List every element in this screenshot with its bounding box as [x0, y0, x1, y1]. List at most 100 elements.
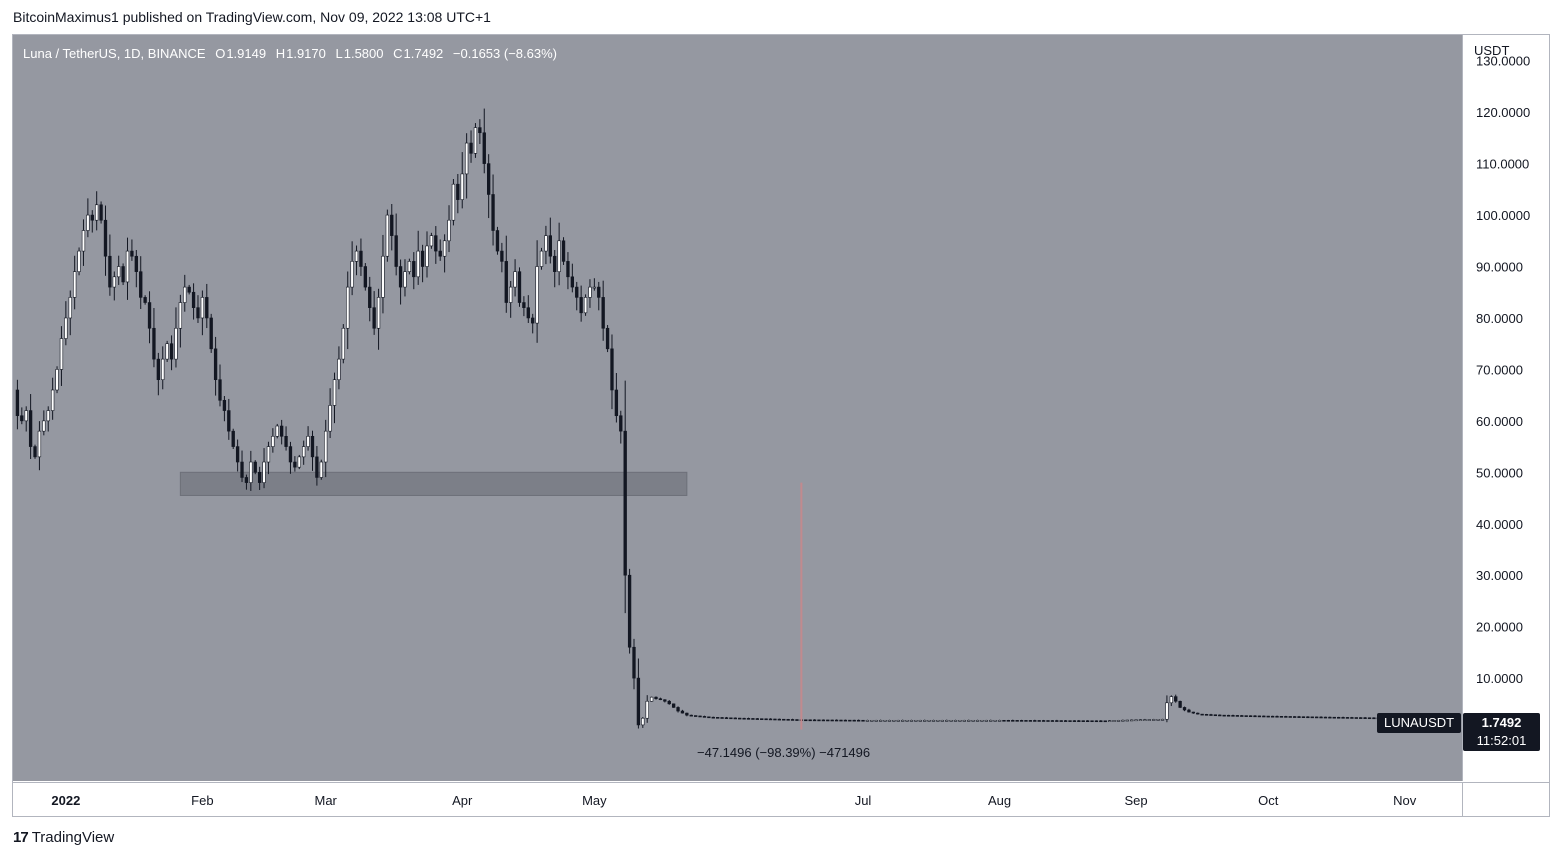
- candle: [332, 372, 337, 424]
- candle: [711, 716, 715, 719]
- candle: [28, 394, 33, 459]
- candle: [698, 715, 702, 718]
- candle: [539, 247, 544, 270]
- candle: [1319, 716, 1323, 719]
- candle: [231, 428, 235, 450]
- candle: [843, 719, 848, 722]
- candle: [297, 454, 301, 470]
- candle: [1015, 720, 1019, 722]
- candle: [962, 719, 966, 722]
- price-tick-label: 120.0000: [1476, 105, 1530, 120]
- candle: [341, 324, 345, 364]
- candle: [834, 719, 839, 722]
- time-tick-label: Nov: [1393, 793, 1417, 808]
- candle: [509, 280, 513, 318]
- price-tick-label: 10.0000: [1476, 671, 1523, 686]
- candle: [1081, 720, 1085, 722]
- candle: [451, 179, 456, 226]
- candle: [570, 263, 575, 293]
- tradingview-brand[interactable]: 17 TradingView: [13, 829, 114, 846]
- price-unit-label: USDT: [1474, 43, 1510, 58]
- plot-area[interactable]: [13, 35, 1462, 781]
- candle: [240, 450, 244, 483]
- candle: [1279, 716, 1284, 718]
- candle: [337, 346, 341, 390]
- candle: [72, 255, 77, 310]
- candle: [1337, 716, 1341, 719]
- candle: [456, 173, 460, 214]
- candle: [1174, 694, 1178, 703]
- candle: [1147, 719, 1151, 721]
- candle: [1169, 695, 1173, 707]
- candle: [20, 407, 24, 425]
- time-tick-label: Sep: [1125, 793, 1148, 808]
- candle: [442, 234, 447, 273]
- candle: [1345, 717, 1350, 719]
- candle: [1213, 714, 1218, 717]
- chart-legend: Luna / TetherUS, 1D, BINANCE O1.9149 H1.…: [23, 46, 557, 61]
- candle: [909, 719, 914, 722]
- candle: [1350, 716, 1354, 719]
- candle: [614, 372, 619, 423]
- brand-name: TradingView: [31, 829, 115, 846]
- time-axis[interactable]: [13, 782, 1462, 816]
- candle: [513, 259, 517, 297]
- candle: [227, 398, 231, 440]
- price-tick-label: 80.0000: [1476, 311, 1523, 326]
- candle: [1235, 715, 1240, 717]
- candle: [716, 717, 720, 719]
- candle: [980, 719, 984, 722]
- candle: [293, 456, 297, 472]
- candle: [1130, 719, 1134, 722]
- time-tick-label: 2022: [51, 793, 80, 808]
- candle: [1226, 714, 1231, 717]
- candle: [931, 719, 936, 722]
- last-price-value: 1.7492: [1481, 715, 1522, 730]
- support-zone[interactable]: [179, 471, 688, 496]
- candle: [654, 696, 658, 700]
- time-tick-label: Feb: [191, 793, 213, 808]
- price-tick-label: 90.0000: [1476, 260, 1523, 275]
- candle: [500, 242, 504, 273]
- candle: [398, 259, 403, 305]
- publish-info: BitcoinMaximus1 published on TradingView…: [13, 9, 491, 25]
- candle: [605, 325, 610, 353]
- candle: [187, 284, 191, 295]
- candle: [667, 699, 671, 705]
- candle: [856, 719, 861, 722]
- candle: [1204, 713, 1209, 716]
- candle: [790, 718, 795, 721]
- candle: [940, 719, 944, 722]
- candle: [482, 108, 486, 174]
- candle: [1152, 718, 1156, 721]
- candle: [15, 379, 20, 430]
- candle: [601, 280, 605, 341]
- candle: [130, 239, 134, 261]
- candle: [641, 717, 645, 728]
- candle: [1253, 715, 1257, 718]
- candle: [597, 281, 601, 311]
- candle: [319, 459, 323, 480]
- candle: [1134, 719, 1138, 722]
- candle: [526, 295, 530, 323]
- axis-corner: [1462, 782, 1549, 816]
- candle: [86, 198, 90, 238]
- candle: [967, 719, 971, 722]
- candle: [812, 719, 817, 722]
- candle: [826, 719, 830, 722]
- candle: [936, 719, 940, 722]
- candle: [473, 123, 478, 158]
- candle: [416, 230, 420, 285]
- candle: [1121, 719, 1125, 722]
- candle: [1028, 720, 1033, 722]
- candle: [1107, 720, 1112, 722]
- candle: [196, 295, 200, 323]
- candle: [821, 719, 826, 722]
- candle: [271, 428, 275, 453]
- candle: [795, 719, 799, 721]
- price-axis[interactable]: [1462, 35, 1549, 781]
- candle: [1231, 714, 1235, 717]
- time-tick-label: Oct: [1258, 793, 1279, 808]
- candle: [125, 237, 130, 300]
- candle: [755, 718, 759, 720]
